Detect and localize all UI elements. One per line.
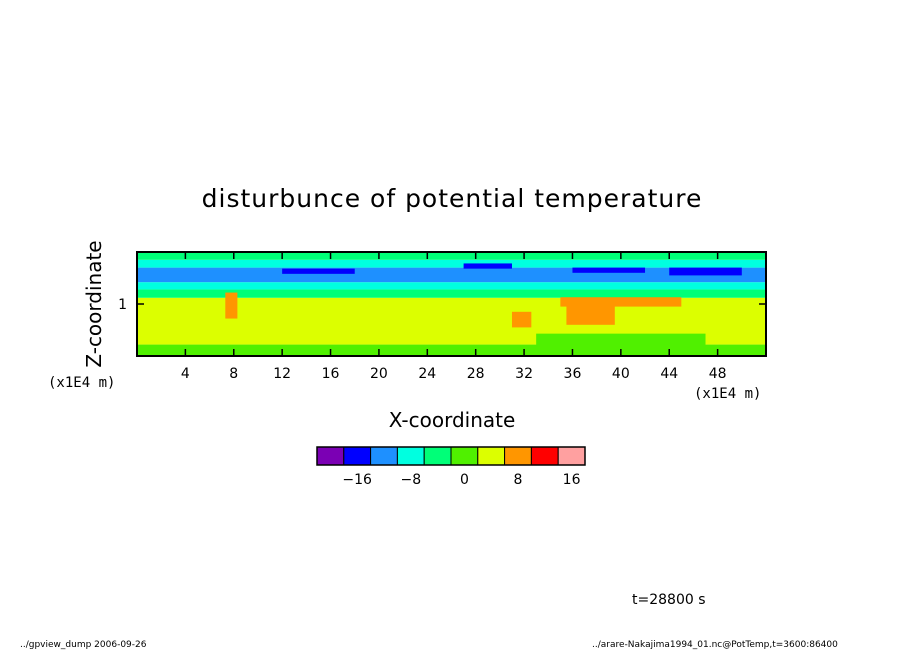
heatmap-layer-0: [137, 344, 766, 356]
x-tick-label-20: 20: [370, 366, 388, 382]
footer-left: ../gpview_dump 2006-09-26: [20, 640, 147, 650]
colorbar-swatch-4: [423, 446, 452, 466]
x-axis-unit: (x1E4 m): [694, 386, 762, 402]
heatmap-patch-3: [566, 304, 615, 325]
colorbar-tick-label-1: −8: [400, 472, 421, 488]
x-tick-label-16: 16: [322, 366, 340, 382]
colorbar-swatch-9: [557, 446, 586, 466]
colorbar-tick-label-3: 8: [514, 472, 523, 488]
colorbar-swatch-5: [450, 446, 479, 466]
colorbar-frame: [316, 446, 586, 466]
heatmap-patch-5: [463, 263, 512, 269]
y-tick-label-1: 1: [118, 297, 127, 313]
colorbar-swatch-1: [343, 446, 372, 466]
colorbar-tick-label-4: 16: [563, 472, 581, 488]
x-axis-label: X-coordinate: [388, 408, 516, 432]
x-tick-label-40: 40: [612, 366, 630, 382]
heatmap-patch-0: [225, 292, 238, 319]
heatmap-layer-3: [137, 282, 766, 290]
heatmap-layer-2: [137, 289, 766, 298]
colorbar-tick-label-2: 0: [460, 472, 469, 488]
plot-area: [136, 251, 767, 357]
heatmap-patch-2: [560, 297, 682, 307]
footer-right: ../arare-Nakajima1994_01.nc@PotTemp,t=36…: [592, 640, 838, 650]
y-axis-unit: (x1E4 m): [48, 375, 116, 391]
colorbar-swatch-2: [370, 446, 398, 466]
heatmap-patch-6: [572, 267, 646, 273]
x-tick-label-48: 48: [709, 366, 727, 382]
heatmap-patch-8: [536, 333, 706, 347]
x-tick-label-8: 8: [229, 366, 238, 382]
x-tick-label-28: 28: [467, 366, 485, 382]
y-axis: 1: [118, 297, 766, 313]
x-tick-label-12: 12: [273, 366, 291, 382]
chart-title: disturbunce of potential temperature: [201, 184, 703, 213]
heatmap-patch-4: [282, 268, 355, 274]
heatmap-layer-5: [137, 259, 766, 268]
colorbar-swatch-6: [477, 446, 506, 466]
time-label: t=28800 s: [632, 592, 706, 608]
colorbar-swatch-0: [316, 446, 345, 466]
colorbar-swatch-8: [530, 446, 559, 466]
heatmap-patch-1: [511, 311, 532, 328]
x-tick-label-32: 32: [515, 366, 533, 382]
heatmap-layer-6: [137, 252, 766, 260]
heatmap-patch-7: [669, 267, 742, 276]
y-axis-label: Z-coordinate: [82, 240, 106, 368]
x-tick-label-4: 4: [181, 366, 190, 382]
x-tick-label-44: 44: [660, 366, 678, 382]
colorbar-swatch-3: [396, 446, 425, 466]
colorbar: −16 −8 0 8 16: [316, 446, 586, 488]
colorbar-tick-label-0: −16: [342, 472, 372, 488]
colorbar-swatch-7: [504, 446, 532, 466]
x-axis: 4 8 12 16 20 24 28 32 36 40 44 48: [181, 252, 727, 382]
x-tick-label-36: 36: [564, 366, 582, 382]
x-tick-label-24: 24: [418, 366, 436, 382]
